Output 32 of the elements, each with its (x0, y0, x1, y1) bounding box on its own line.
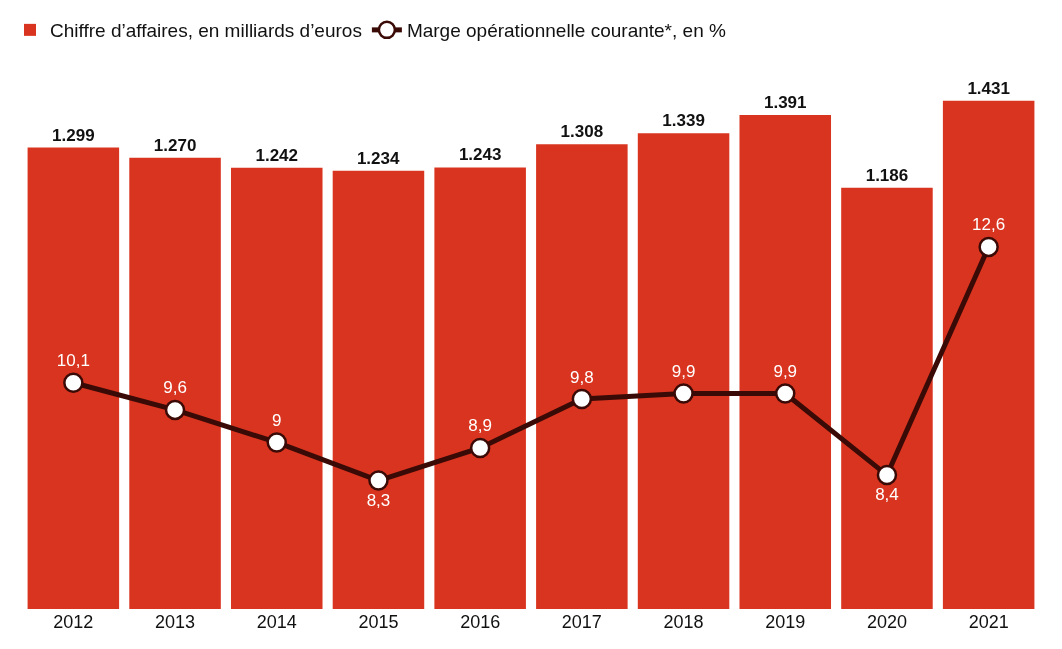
x-tick-label: 2013 (155, 612, 196, 632)
data-label: 1.431 (967, 78, 1010, 98)
x-tick-label: 2019 (765, 612, 806, 632)
legend-label: Chiffre d’affaires, en milliards d’euros (50, 20, 362, 42)
data-label: 8,3 (366, 490, 391, 510)
data-label: 9,9 (671, 362, 696, 382)
data-label: 1.391 (763, 92, 807, 112)
x-tick-label: 2017 (561, 612, 602, 632)
data-label: 9,9 (773, 362, 798, 382)
data-label: 1.186 (865, 165, 909, 185)
data-label: 1.243 (458, 145, 502, 165)
data-label: 1.270 (153, 135, 197, 155)
data-label: 1.339 (662, 111, 705, 131)
x-tick-label: 2016 (460, 612, 501, 632)
data-label: 8,9 (468, 416, 492, 436)
x-tick-label: 2014 (256, 612, 297, 632)
data-label: 12,6 (972, 215, 1006, 235)
data-label: 8,4 (875, 485, 899, 505)
x-tick-label: 2020 (866, 612, 907, 632)
data-label: 1.242 (255, 145, 299, 165)
data-label: 10,1 (56, 351, 90, 371)
data-label: 9 (272, 410, 282, 430)
data-label: 9,6 (163, 378, 187, 398)
data-label: 1.299 (52, 125, 95, 145)
data-label: 1.308 (560, 122, 604, 142)
data-label: 1.234 (356, 148, 400, 168)
x-tick-label: 2018 (663, 612, 704, 632)
x-tick-label: 2012 (53, 612, 94, 632)
data-label: 9,8 (570, 367, 594, 387)
legend-label: Marge opérationnelle courante*, en % (406, 20, 726, 42)
x-tick-label: 2021 (968, 612, 1009, 632)
x-tick-label: 2015 (358, 612, 399, 632)
